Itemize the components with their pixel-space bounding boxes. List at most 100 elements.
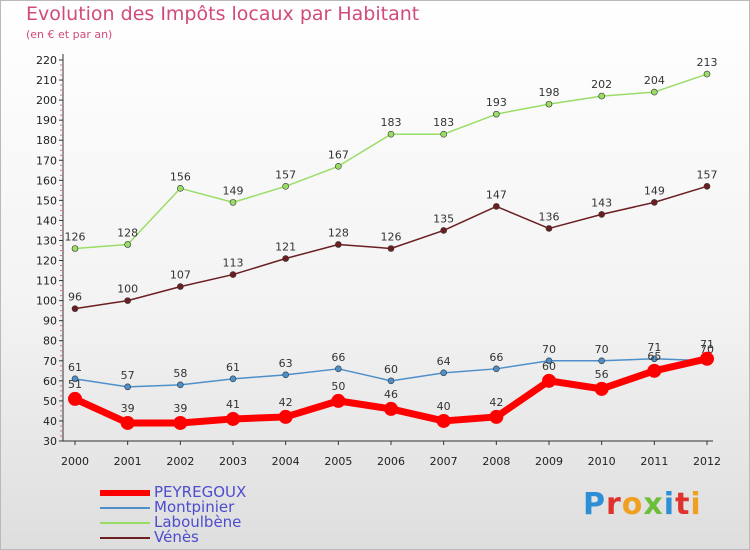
- series-line-laboulbene: [74, 73, 708, 250]
- data-label-montpinier: 64: [437, 355, 451, 368]
- data-point-peyregoux: [68, 391, 82, 406]
- x-tick-label: 2008: [482, 455, 510, 468]
- data-point-laboulbene: [493, 110, 500, 118]
- data-point-venes: [493, 203, 500, 210]
- data-label-peyregoux: 51: [68, 378, 82, 391]
- data-point-montpinier: [651, 355, 658, 363]
- legend-label-laboulbene: Laboulbène: [154, 513, 242, 531]
- data-label-montpinier: 66: [489, 351, 503, 364]
- y-tick-label: 90: [43, 315, 57, 328]
- data-point-peyregoux: [489, 409, 504, 424]
- data-label-laboulbene: 198: [539, 86, 560, 99]
- y-tick-label: 160: [36, 174, 57, 187]
- data-label-montpinier: 70: [700, 343, 714, 356]
- data-label-venes: 143: [591, 196, 612, 209]
- data-point-peyregoux: [120, 415, 135, 430]
- data-label-montpinier: 58: [173, 367, 187, 380]
- data-label-laboulbene: 193: [486, 96, 507, 109]
- x-tick-label: 2012: [693, 455, 721, 468]
- data-point-peyregoux: [647, 363, 662, 378]
- data-label-peyregoux: 42: [279, 396, 293, 409]
- legend-item-laboulbene: Laboulbène: [100, 515, 246, 530]
- y-tick-label: 110: [36, 275, 57, 288]
- data-point-montpinier: [493, 365, 500, 373]
- data-label-venes: 136: [539, 210, 560, 223]
- data-point-laboulbene: [282, 183, 289, 190]
- data-point-peyregoux: [436, 413, 451, 428]
- data-label-venes: 107: [170, 269, 191, 282]
- data-point-venes: [71, 305, 79, 312]
- data-label-venes: 126: [381, 230, 402, 243]
- legend-swatch-laboulbene: [100, 521, 150, 524]
- chart-title: Evolution des Impôts locaux par Habitant: [26, 3, 420, 25]
- data-point-venes: [545, 225, 553, 232]
- data-label-peyregoux: 50: [331, 380, 345, 393]
- data-point-montpinier: [177, 381, 184, 389]
- data-point-venes: [387, 245, 395, 252]
- data-point-laboulbene: [387, 130, 395, 138]
- data-point-peyregoux: [173, 415, 188, 430]
- data-label-peyregoux: 56: [595, 368, 609, 381]
- data-label-laboulbene: 183: [381, 116, 402, 129]
- data-label-laboulbene: 204: [644, 74, 665, 87]
- data-label-laboulbene: 167: [328, 148, 349, 161]
- x-tick-label: 2002: [166, 455, 194, 468]
- data-point-montpinier: [545, 357, 553, 365]
- y-tick-label: 210: [36, 74, 57, 87]
- data-point-venes: [335, 241, 342, 248]
- y-tick-label: 40: [43, 415, 57, 428]
- data-label-montpinier: 71: [647, 341, 661, 354]
- data-point-venes: [651, 199, 658, 206]
- data-label-venes: 121: [275, 241, 296, 254]
- legend-item-montpinier: Montpinier: [100, 500, 246, 515]
- data-label-peyregoux: 41: [226, 398, 240, 411]
- data-label-peyregoux: 46: [384, 388, 398, 401]
- data-label-peyregoux: 40: [437, 400, 451, 413]
- legend-item-peyregoux: PEYREGOUX: [100, 485, 246, 500]
- data-label-venes: 147: [486, 188, 507, 201]
- x-tick-label: 2005: [324, 455, 352, 468]
- data-label-montpinier: 70: [595, 343, 609, 356]
- data-label-laboulbene: 128: [117, 226, 138, 239]
- legend-item-venes: Vénès: [100, 530, 246, 545]
- x-tick-label: 2010: [588, 455, 616, 468]
- x-tick-label: 2001: [114, 455, 142, 468]
- data-point-laboulbene: [440, 130, 447, 138]
- data-label-peyregoux: 71: [700, 338, 714, 351]
- legend-label-montpinier: Montpinier: [154, 498, 235, 516]
- y-tick-label: 170: [36, 154, 57, 167]
- data-label-montpinier: 70: [542, 343, 556, 356]
- data-point-laboulbene: [229, 199, 237, 206]
- y-tick-label: 100: [36, 295, 57, 308]
- data-label-venes: 113: [223, 257, 244, 270]
- data-point-venes: [124, 297, 131, 304]
- data-label-laboulbene: 156: [170, 170, 191, 183]
- legend-swatch-venes: [100, 536, 150, 539]
- data-point-montpinier: [335, 365, 342, 373]
- data-label-peyregoux: 60: [542, 360, 556, 373]
- data-label-laboulbene: 213: [697, 56, 718, 69]
- data-point-laboulbene: [124, 241, 131, 248]
- data-label-montpinier: 61: [68, 361, 82, 374]
- data-point-laboulbene: [177, 185, 184, 192]
- y-tick-label: 130: [36, 234, 57, 247]
- x-tick-label: 2009: [535, 455, 563, 468]
- data-label-laboulbene: 126: [65, 230, 86, 243]
- y-tick-label: 190: [36, 114, 57, 127]
- data-point-laboulbene: [651, 88, 658, 96]
- data-point-laboulbene: [71, 245, 79, 252]
- data-label-venes: 96: [68, 291, 82, 304]
- data-label-montpinier: 60: [384, 363, 398, 376]
- legend-label-peyregoux: PEYREGOUX: [154, 483, 247, 501]
- data-label-venes: 128: [328, 226, 349, 239]
- proxiti-logo: Proxiti: [583, 487, 702, 522]
- data-point-laboulbene: [598, 92, 605, 100]
- data-point-peyregoux: [384, 401, 398, 416]
- legend-swatch-montpinier: [100, 506, 150, 509]
- data-point-laboulbene: [335, 162, 342, 170]
- y-tick-label: 140: [36, 214, 57, 227]
- data-point-montpinier: [282, 371, 289, 379]
- data-label-laboulbene: 202: [591, 78, 612, 91]
- y-tick-label: 60: [43, 375, 57, 388]
